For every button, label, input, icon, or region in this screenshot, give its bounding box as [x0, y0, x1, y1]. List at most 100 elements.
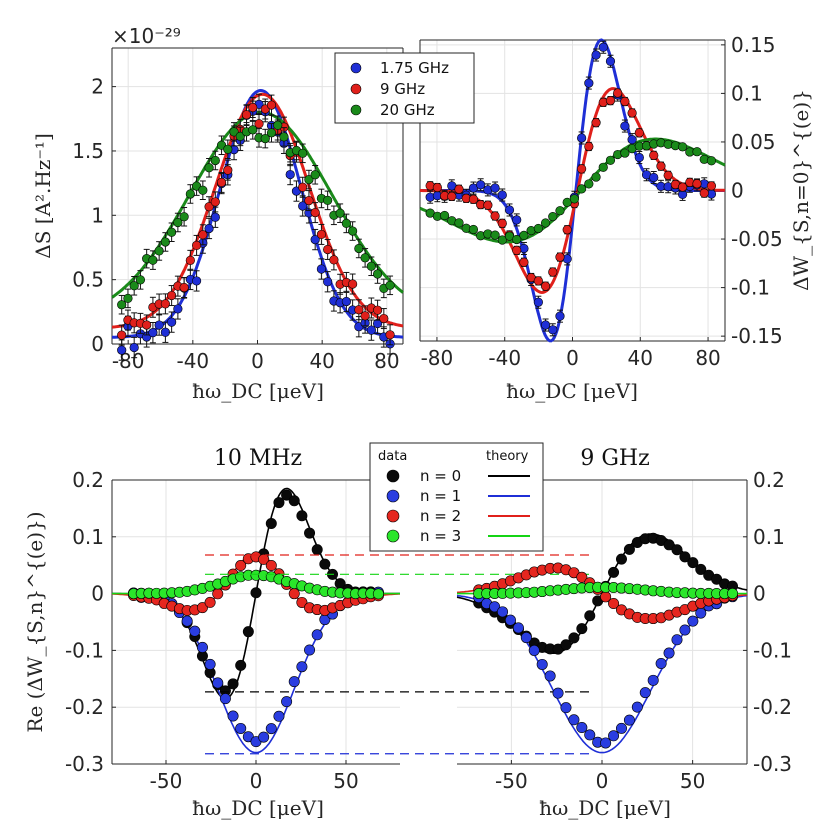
data-point: [540, 218, 551, 228]
y-tick-label: 0.5: [72, 268, 104, 292]
y-tick-label: 1.5: [72, 139, 104, 163]
data-point: [483, 200, 493, 210]
data-point: [497, 218, 507, 228]
axis-y-label: ΔS [A².Hz⁻¹]: [31, 133, 55, 258]
data-point: [142, 320, 152, 330]
data-point: [568, 714, 580, 726]
data-point: [454, 218, 464, 228]
data-point: [476, 180, 486, 190]
data-point: [260, 133, 270, 144]
data-point: [210, 155, 220, 166]
data-point: [512, 245, 522, 255]
legend-header: data: [378, 449, 407, 464]
y-tick-label: 0: [91, 332, 104, 356]
data-point: [265, 723, 277, 735]
y-tick-label: 0: [753, 582, 766, 606]
data-point: [591, 50, 601, 60]
data-point: [204, 163, 214, 173]
data-point: [447, 191, 457, 202]
data-point: [348, 279, 358, 289]
data-point: [677, 182, 688, 192]
data-point: [288, 676, 300, 688]
data-point: [250, 587, 262, 599]
panel-top-left: ×10⁻²⁹ ΔS [A².Hz⁻¹] ħω_DC [μeV]: [31, 24, 404, 403]
data-point: [366, 325, 376, 335]
y-tick-label: -0.15: [731, 324, 783, 348]
y-tick-label: -0.1: [753, 638, 792, 662]
x-tick-label: 0: [250, 769, 263, 793]
data-point: [679, 551, 691, 563]
data-point: [191, 240, 202, 251]
data-point: [520, 632, 532, 644]
data-point: [634, 152, 644, 163]
data-point: [562, 225, 572, 235]
data-point: [568, 632, 580, 644]
data-point: [216, 177, 227, 187]
data-point: [379, 313, 389, 324]
data-point: [649, 150, 659, 160]
data-point: [204, 596, 216, 608]
data-point: [135, 275, 146, 285]
data-point: [584, 729, 596, 741]
data-point: [173, 304, 183, 314]
data-point: [639, 687, 651, 699]
x-tick-label: 80: [374, 349, 399, 373]
y-tick-label: 0.05: [731, 130, 776, 154]
data-point: [148, 255, 158, 265]
y-tick-label: -0.1: [731, 276, 770, 300]
data-point: [181, 615, 193, 627]
data-point: [490, 230, 500, 240]
data-point: [692, 147, 702, 157]
x-tick-label: -80: [112, 349, 145, 373]
data-point: [655, 657, 667, 669]
data-point: [608, 598, 620, 610]
data-point: [623, 714, 635, 726]
data-point: [584, 78, 594, 88]
data-point: [584, 179, 594, 189]
data-point: [304, 644, 316, 656]
data-point: [468, 224, 479, 235]
data-point: [212, 588, 224, 600]
data-point: [663, 170, 673, 180]
data-point: [288, 495, 300, 507]
data-point: [600, 737, 612, 749]
legend: data theory n = 0 n = 1 n = 2 n = 3: [369, 442, 544, 552]
data-point: [285, 169, 295, 180]
data-point: [605, 95, 616, 106]
x-tick-label: 50: [680, 769, 705, 793]
data-point: [627, 108, 637, 118]
data-point: [241, 110, 252, 120]
exponent-label: ×10⁻²⁹: [112, 24, 181, 48]
x-tick-label: -40: [488, 346, 521, 370]
data-point: [627, 135, 637, 145]
data-point: [227, 710, 239, 722]
legend-marker: [350, 104, 362, 116]
data-point: [555, 206, 565, 216]
data-point: [533, 297, 543, 307]
data-point: [540, 281, 551, 291]
data-point: [316, 264, 327, 274]
data-point: [576, 623, 588, 635]
data-point: [615, 553, 627, 565]
data-point: [129, 342, 139, 353]
plot-area-bottom-left: [112, 479, 400, 765]
data-point: [198, 185, 208, 195]
y-tick-label: -0.2: [753, 695, 792, 719]
data-point: [179, 282, 189, 293]
data-point: [605, 155, 616, 165]
data-point: [219, 693, 231, 705]
data-point: [504, 614, 516, 626]
legend-marker: [386, 529, 400, 543]
data-point: [663, 647, 675, 659]
x-tick-label: 0: [566, 346, 579, 370]
data-point: [296, 510, 308, 522]
data-point: [656, 161, 666, 171]
data-point: [288, 588, 300, 600]
data-point: [123, 293, 133, 303]
data-point: [296, 661, 308, 673]
y-tick-label: 0: [731, 179, 744, 203]
legend-label: n = 3: [420, 527, 461, 545]
axis-x-label: ħω_DC [μeV]: [192, 796, 324, 820]
y-tick-label: 0.1: [731, 81, 763, 105]
